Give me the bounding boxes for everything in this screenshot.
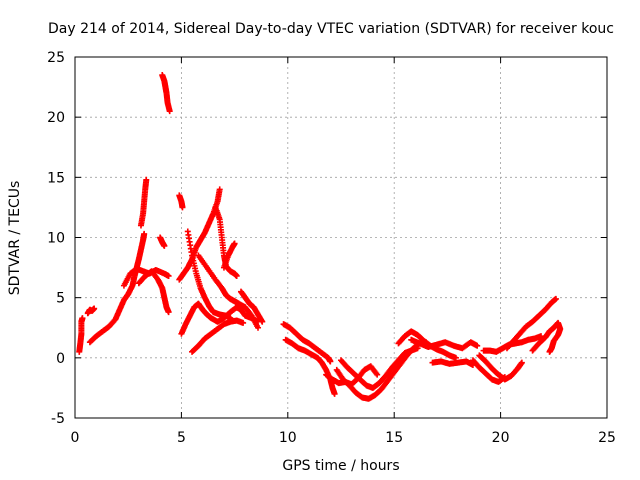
y-axis-label: SDTVAR / TECUs bbox=[7, 181, 23, 296]
series-arc-n bbox=[189, 317, 247, 355]
series-arc-ac bbox=[529, 319, 564, 355]
series-arc-h bbox=[157, 234, 168, 249]
data-point bbox=[331, 390, 338, 397]
data-point bbox=[552, 295, 559, 302]
series-arc-u bbox=[338, 345, 421, 391]
x-tick-label: 20 bbox=[492, 430, 510, 446]
tick-labels: 0 5 10 15 20 25 -5 0 5 10 15 20 25 bbox=[47, 50, 616, 446]
data-point bbox=[240, 319, 247, 326]
series-arc-ab bbox=[503, 295, 559, 352]
data-point bbox=[165, 273, 172, 280]
data-point bbox=[91, 305, 98, 312]
x-tick-label: 15 bbox=[385, 430, 403, 446]
series-arc-j bbox=[176, 186, 223, 283]
data-point bbox=[414, 345, 421, 352]
series-arc-y bbox=[429, 358, 476, 369]
series-arc-i bbox=[176, 192, 186, 211]
x-tick-label: 10 bbox=[279, 430, 297, 446]
y-tick-label: 15 bbox=[47, 170, 65, 186]
series-arc-l bbox=[184, 228, 234, 322]
data-point bbox=[452, 354, 459, 361]
data-point bbox=[141, 230, 148, 237]
y-tick-label: 5 bbox=[56, 291, 65, 307]
data-point bbox=[233, 273, 240, 280]
y-tick-label: 25 bbox=[47, 50, 65, 66]
x-tick-label: 0 bbox=[71, 430, 80, 446]
series-arc-g bbox=[159, 72, 173, 115]
series-arc-x bbox=[408, 336, 481, 352]
series-arc-p bbox=[220, 240, 238, 271]
x-tick-label: 5 bbox=[177, 430, 186, 446]
data-point bbox=[474, 342, 481, 349]
data-point bbox=[216, 186, 223, 193]
series-arc-q bbox=[237, 288, 266, 325]
data-point bbox=[79, 315, 86, 322]
data-point bbox=[143, 176, 150, 183]
axis-ticks bbox=[74, 56, 608, 419]
series-arc-a bbox=[76, 315, 86, 355]
series-arc-e bbox=[135, 268, 172, 316]
data-point bbox=[259, 318, 266, 325]
data-point bbox=[165, 309, 172, 316]
series-arc-b bbox=[84, 305, 98, 317]
data-marks bbox=[76, 72, 564, 402]
series-arc-k bbox=[178, 300, 262, 337]
data-point bbox=[518, 359, 525, 366]
data-point bbox=[166, 108, 173, 115]
data-point bbox=[161, 242, 168, 249]
x-tick-label: 25 bbox=[598, 430, 616, 446]
y-tick-label: 10 bbox=[47, 231, 65, 247]
data-point bbox=[231, 240, 238, 247]
series-arc-r bbox=[280, 321, 334, 365]
data-point bbox=[255, 324, 262, 331]
series-arc-c bbox=[86, 230, 148, 346]
x-axis-label: GPS time / hours bbox=[282, 458, 399, 474]
series-arc-f bbox=[137, 176, 150, 229]
data-point bbox=[546, 348, 553, 355]
series-arc-m bbox=[195, 252, 262, 331]
y-tick-label: 20 bbox=[47, 110, 65, 126]
series-arc-z bbox=[476, 352, 525, 383]
data-point bbox=[327, 358, 334, 365]
data-point bbox=[179, 204, 186, 211]
data-point bbox=[374, 371, 381, 378]
series-arc-v bbox=[323, 363, 381, 388]
series-arc-ad bbox=[469, 357, 508, 385]
data-point bbox=[501, 374, 508, 381]
y-tick-label: -5 bbox=[51, 411, 65, 427]
y-tick-label: 0 bbox=[56, 351, 65, 367]
chart-title: Day 214 of 2014, Sidereal Day-to-day VTE… bbox=[48, 21, 614, 37]
